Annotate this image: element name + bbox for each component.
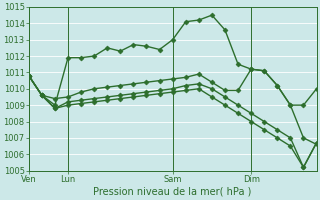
X-axis label: Pression niveau de la mer( hPa ): Pression niveau de la mer( hPa ) (93, 187, 252, 197)
